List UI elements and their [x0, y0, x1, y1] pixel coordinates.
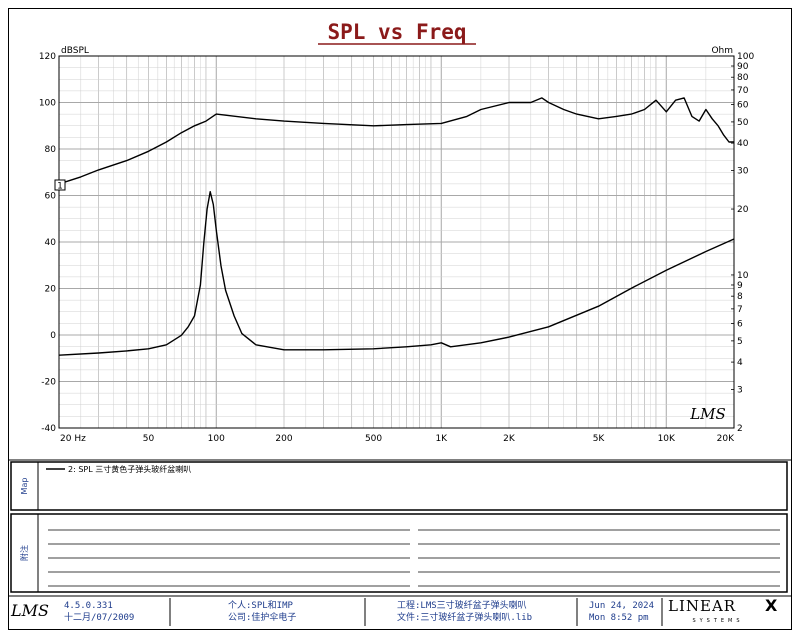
footer-project: 工程:LMS三寸玻纤盆子弹头喇叭: [397, 599, 527, 611]
y-tick-label-left: 100: [39, 99, 56, 109]
series-lines: [58, 97, 735, 356]
x-tick-label: 20K: [717, 434, 735, 444]
x-tick-label: 2K: [503, 434, 516, 444]
y-tick-label-left: -40: [41, 424, 56, 434]
y-tick-label-right: 30: [737, 166, 749, 176]
y-tick-label-right: 60: [737, 101, 749, 111]
cursor-marker[interactable]: 1: [54, 179, 66, 192]
footer-company: 公司:佳护伞电子: [228, 611, 296, 623]
legend-entry: 2: SPL 三寸黄色子弹头玻纤盆喇叭: [68, 464, 191, 474]
y-tick-label-right: 8: [737, 292, 743, 302]
footer-date: Jun 24, 2024: [589, 601, 654, 611]
y-tick-label-right: 100: [737, 52, 754, 62]
y-tick-label-right: 90: [737, 62, 749, 72]
notes-side-label: 附注: [19, 545, 29, 561]
y-tick-label-right: 80: [737, 73, 749, 83]
x-tick-label: 500: [365, 434, 382, 444]
y-tick-label-left: 120: [39, 52, 56, 62]
x-tick-label: 100: [208, 434, 225, 444]
series-line-spl: [58, 97, 734, 185]
chart-title: SPL vs Freq: [327, 20, 466, 44]
footer-person: 个人:SPL和IMP: [228, 600, 294, 611]
y-tick-label-right: 2: [737, 424, 743, 434]
y-tick-label-right: 40: [737, 139, 749, 149]
plot-border: [58, 55, 735, 429]
notes-box: [10, 513, 788, 593]
right-axis-label: Ohm: [711, 46, 733, 56]
footer-version-date: 十二月/07/2009: [64, 611, 134, 623]
footer-brand-sub: SYSTEMS: [692, 618, 743, 624]
legend-side-label: Map: [20, 478, 29, 495]
cursor-marker-label: 1: [57, 182, 63, 192]
y-tick-label-left: 60: [45, 192, 57, 202]
y-tick-label-left: 20: [45, 285, 57, 295]
y-tick-label-right: 3: [737, 385, 743, 395]
plot-grid: [58, 55, 735, 429]
x-tick-label: 50: [143, 434, 155, 444]
y-tick-label-right: 5: [737, 337, 743, 347]
y-tick-label-right: 10: [737, 271, 749, 281]
cursor-marker-box[interactable]: [54, 179, 66, 191]
y-tick-label-right: 6: [737, 320, 743, 330]
y-tick-label-left: 80: [45, 145, 57, 155]
x-tick-label: 200: [275, 434, 292, 444]
legend-box: [10, 461, 788, 511]
y-tick-label-left: -20: [41, 378, 56, 388]
footer-file: 文件:三寸玻纤盆子弹头喇叭.lib: [397, 611, 532, 623]
y-tick-label-right: 4: [737, 358, 743, 368]
y-tick-label-left: 40: [45, 238, 57, 248]
y-tick-label-right: 50: [737, 118, 749, 128]
footer-brand: LINEAR: [668, 597, 736, 615]
footer-logo: LMS: [10, 601, 49, 620]
y-tick-label-right: 9: [737, 281, 743, 291]
lms-watermark: LMS: [689, 405, 726, 423]
y-tick-label-left: 0: [50, 331, 56, 341]
left-tick-labels: 120 100 80 60 40 20 0 -20 -40: [39, 52, 56, 434]
footer-brand-x: X: [765, 596, 778, 615]
x-tick-labels: 20 Hz 50 100 200 500 1K 2K 5K 10K 20K: [60, 434, 735, 444]
y-tick-label-right: 20: [737, 205, 749, 215]
window-frame: [8, 8, 792, 630]
footer-time: Mon 8:52 pm: [589, 613, 649, 623]
x-tick-label: 1K: [435, 434, 448, 444]
footer-version: 4.5.0.331: [64, 601, 113, 611]
x-tick-label: 5K: [593, 434, 606, 444]
series-line-impedance: [58, 190, 735, 356]
left-axis-label: dBSPL: [61, 46, 89, 56]
y-tick-label-right: 70: [737, 86, 749, 96]
x-tick-label: 10K: [658, 434, 676, 444]
x-tick-label: 20 Hz: [60, 434, 86, 444]
y-tick-label-right: 7: [737, 305, 743, 315]
notes-lines: [48, 529, 780, 587]
